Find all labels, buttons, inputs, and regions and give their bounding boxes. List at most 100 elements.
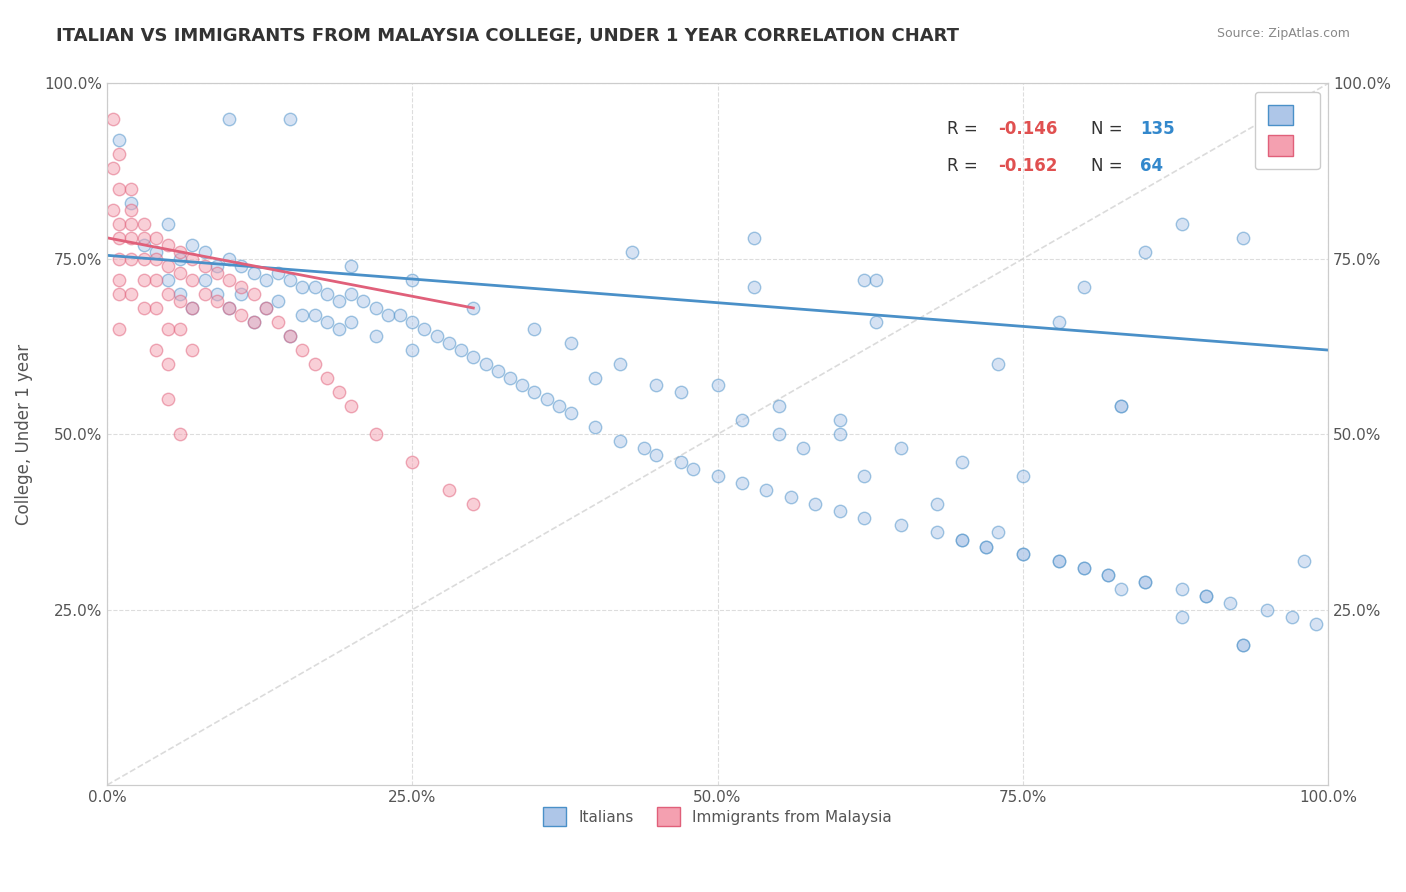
Point — [768, 399, 790, 413]
Point — [254, 301, 277, 315]
Point — [205, 259, 228, 273]
Point — [609, 357, 631, 371]
Point — [231, 259, 253, 273]
Point — [218, 252, 240, 266]
Point — [194, 244, 217, 259]
Point — [865, 273, 887, 287]
Point — [401, 343, 423, 357]
Legend: Italians, Immigrants from Malaysia: Italians, Immigrants from Malaysia — [536, 799, 900, 834]
Point — [987, 525, 1010, 540]
Point — [1281, 609, 1303, 624]
Point — [1170, 582, 1192, 596]
Point — [401, 273, 423, 287]
Point — [120, 252, 142, 266]
Point — [1097, 567, 1119, 582]
Text: -0.162: -0.162 — [998, 157, 1057, 175]
Point — [132, 231, 155, 245]
Point — [352, 293, 374, 308]
Point — [181, 237, 204, 252]
Point — [1011, 547, 1033, 561]
Point — [1109, 399, 1132, 413]
Point — [987, 357, 1010, 371]
Point — [1049, 553, 1071, 567]
Point — [950, 455, 973, 469]
Point — [1133, 574, 1156, 589]
Point — [463, 498, 485, 512]
Point — [328, 322, 350, 336]
Point — [523, 385, 546, 400]
Point — [828, 427, 851, 442]
Point — [101, 161, 124, 175]
Point — [132, 273, 155, 287]
Point — [340, 259, 363, 273]
Point — [377, 308, 399, 322]
Point — [242, 287, 264, 301]
Point — [1133, 574, 1156, 589]
Point — [157, 259, 180, 273]
Point — [205, 287, 228, 301]
Point — [828, 413, 851, 427]
Point — [1011, 469, 1033, 483]
Point — [364, 427, 387, 442]
Point — [145, 301, 167, 315]
Point — [328, 293, 350, 308]
Point — [205, 266, 228, 280]
Point — [181, 301, 204, 315]
Point — [804, 498, 827, 512]
Point — [108, 217, 131, 231]
Point — [108, 231, 131, 245]
Y-axis label: College, Under 1 year: College, Under 1 year — [15, 343, 32, 524]
Point — [853, 511, 876, 525]
Point — [267, 315, 290, 329]
Point — [278, 112, 301, 126]
Point — [633, 442, 655, 456]
Point — [278, 329, 301, 343]
Point — [194, 287, 217, 301]
Text: -0.146: -0.146 — [998, 120, 1057, 138]
Point — [108, 322, 131, 336]
Point — [510, 378, 533, 392]
Point — [437, 336, 460, 351]
Point — [231, 308, 253, 322]
Point — [645, 378, 668, 392]
Point — [1170, 217, 1192, 231]
Point — [267, 266, 290, 280]
Point — [231, 287, 253, 301]
Point — [682, 462, 704, 476]
Point — [731, 476, 754, 491]
Point — [181, 301, 204, 315]
Point — [120, 195, 142, 210]
Point — [328, 385, 350, 400]
Point — [254, 301, 277, 315]
Point — [157, 357, 180, 371]
Point — [108, 287, 131, 301]
Point — [120, 287, 142, 301]
Point — [890, 442, 912, 456]
Point — [950, 533, 973, 547]
Point — [768, 427, 790, 442]
Point — [1219, 596, 1241, 610]
Point — [108, 182, 131, 196]
Point — [145, 252, 167, 266]
Point — [108, 273, 131, 287]
Point — [108, 146, 131, 161]
Point — [792, 442, 814, 456]
Text: R =: R = — [948, 120, 983, 138]
Point — [1232, 638, 1254, 652]
Point — [706, 378, 728, 392]
Point — [1109, 399, 1132, 413]
Point — [169, 322, 191, 336]
Point — [304, 280, 326, 294]
Point — [231, 280, 253, 294]
Point — [413, 322, 436, 336]
Point — [742, 231, 765, 245]
Point — [291, 343, 314, 357]
Point — [742, 280, 765, 294]
Point — [120, 182, 142, 196]
Point — [609, 434, 631, 449]
Point — [315, 315, 337, 329]
Point — [181, 252, 204, 266]
Point — [890, 518, 912, 533]
Point — [1109, 582, 1132, 596]
Point — [120, 217, 142, 231]
